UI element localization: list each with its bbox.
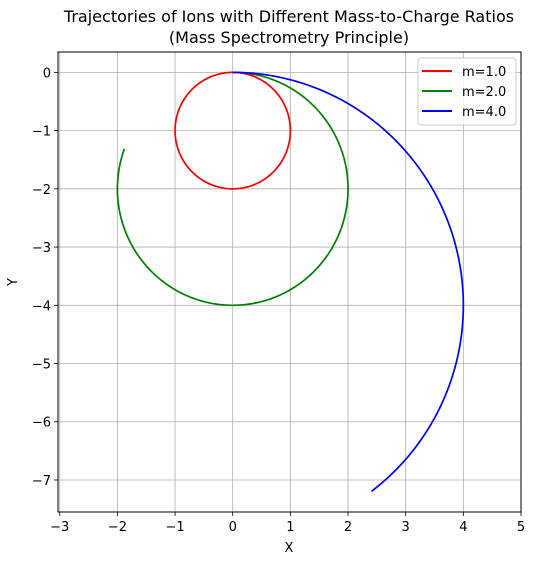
ticks: −3 −2 −1 0 1 2 3 4 5 0 −1 −2 −3 −4 −5 −6 −7: [32, 66, 525, 535]
x-tick-label: 1: [286, 520, 294, 535]
y-tick-label: −6: [32, 416, 51, 431]
x-tick-label: 0: [229, 520, 237, 535]
y-tick-label: −3: [32, 241, 51, 256]
x-tick-label: −3: [50, 520, 69, 535]
y-tick-label: −7: [32, 474, 51, 489]
series-line-m-4-0: [232, 71, 465, 492]
legend: m=1.0 m=2.0 m=4.0: [417, 57, 517, 126]
series-line-m-1-0: [174, 71, 292, 190]
chart-subtitle: (Mass Spectrometry Principle): [169, 28, 409, 47]
x-tick-label: 4: [459, 520, 467, 535]
chart-title: Trajectories of Ions with Different Mass…: [63, 7, 514, 26]
y-tick-label: −4: [32, 299, 51, 314]
y-tick-label: 0: [43, 66, 51, 81]
y-tick-label: −5: [32, 358, 51, 373]
legend-frame: [417, 57, 517, 126]
y-tick-label: −2: [32, 183, 51, 198]
legend-label: m=2.0: [462, 85, 506, 100]
x-tick-label: −2: [108, 520, 127, 535]
legend-label: m=1.0: [462, 65, 506, 80]
plot-frame: [57, 51, 522, 513]
x-tick-label: 3: [402, 520, 410, 535]
grid: [58, 52, 522, 512]
series-line-m-2-0: [116, 71, 349, 307]
x-tick-label: 2: [344, 520, 352, 535]
x-tick-label: 5: [517, 520, 525, 535]
x-axis-label: X: [285, 541, 294, 556]
y-axis-label: Y: [6, 278, 21, 287]
legend-label: m=4.0: [462, 105, 506, 120]
series-lines: [116, 71, 465, 492]
y-tick-label: −1: [32, 125, 51, 140]
x-tick-label: −1: [165, 520, 184, 535]
